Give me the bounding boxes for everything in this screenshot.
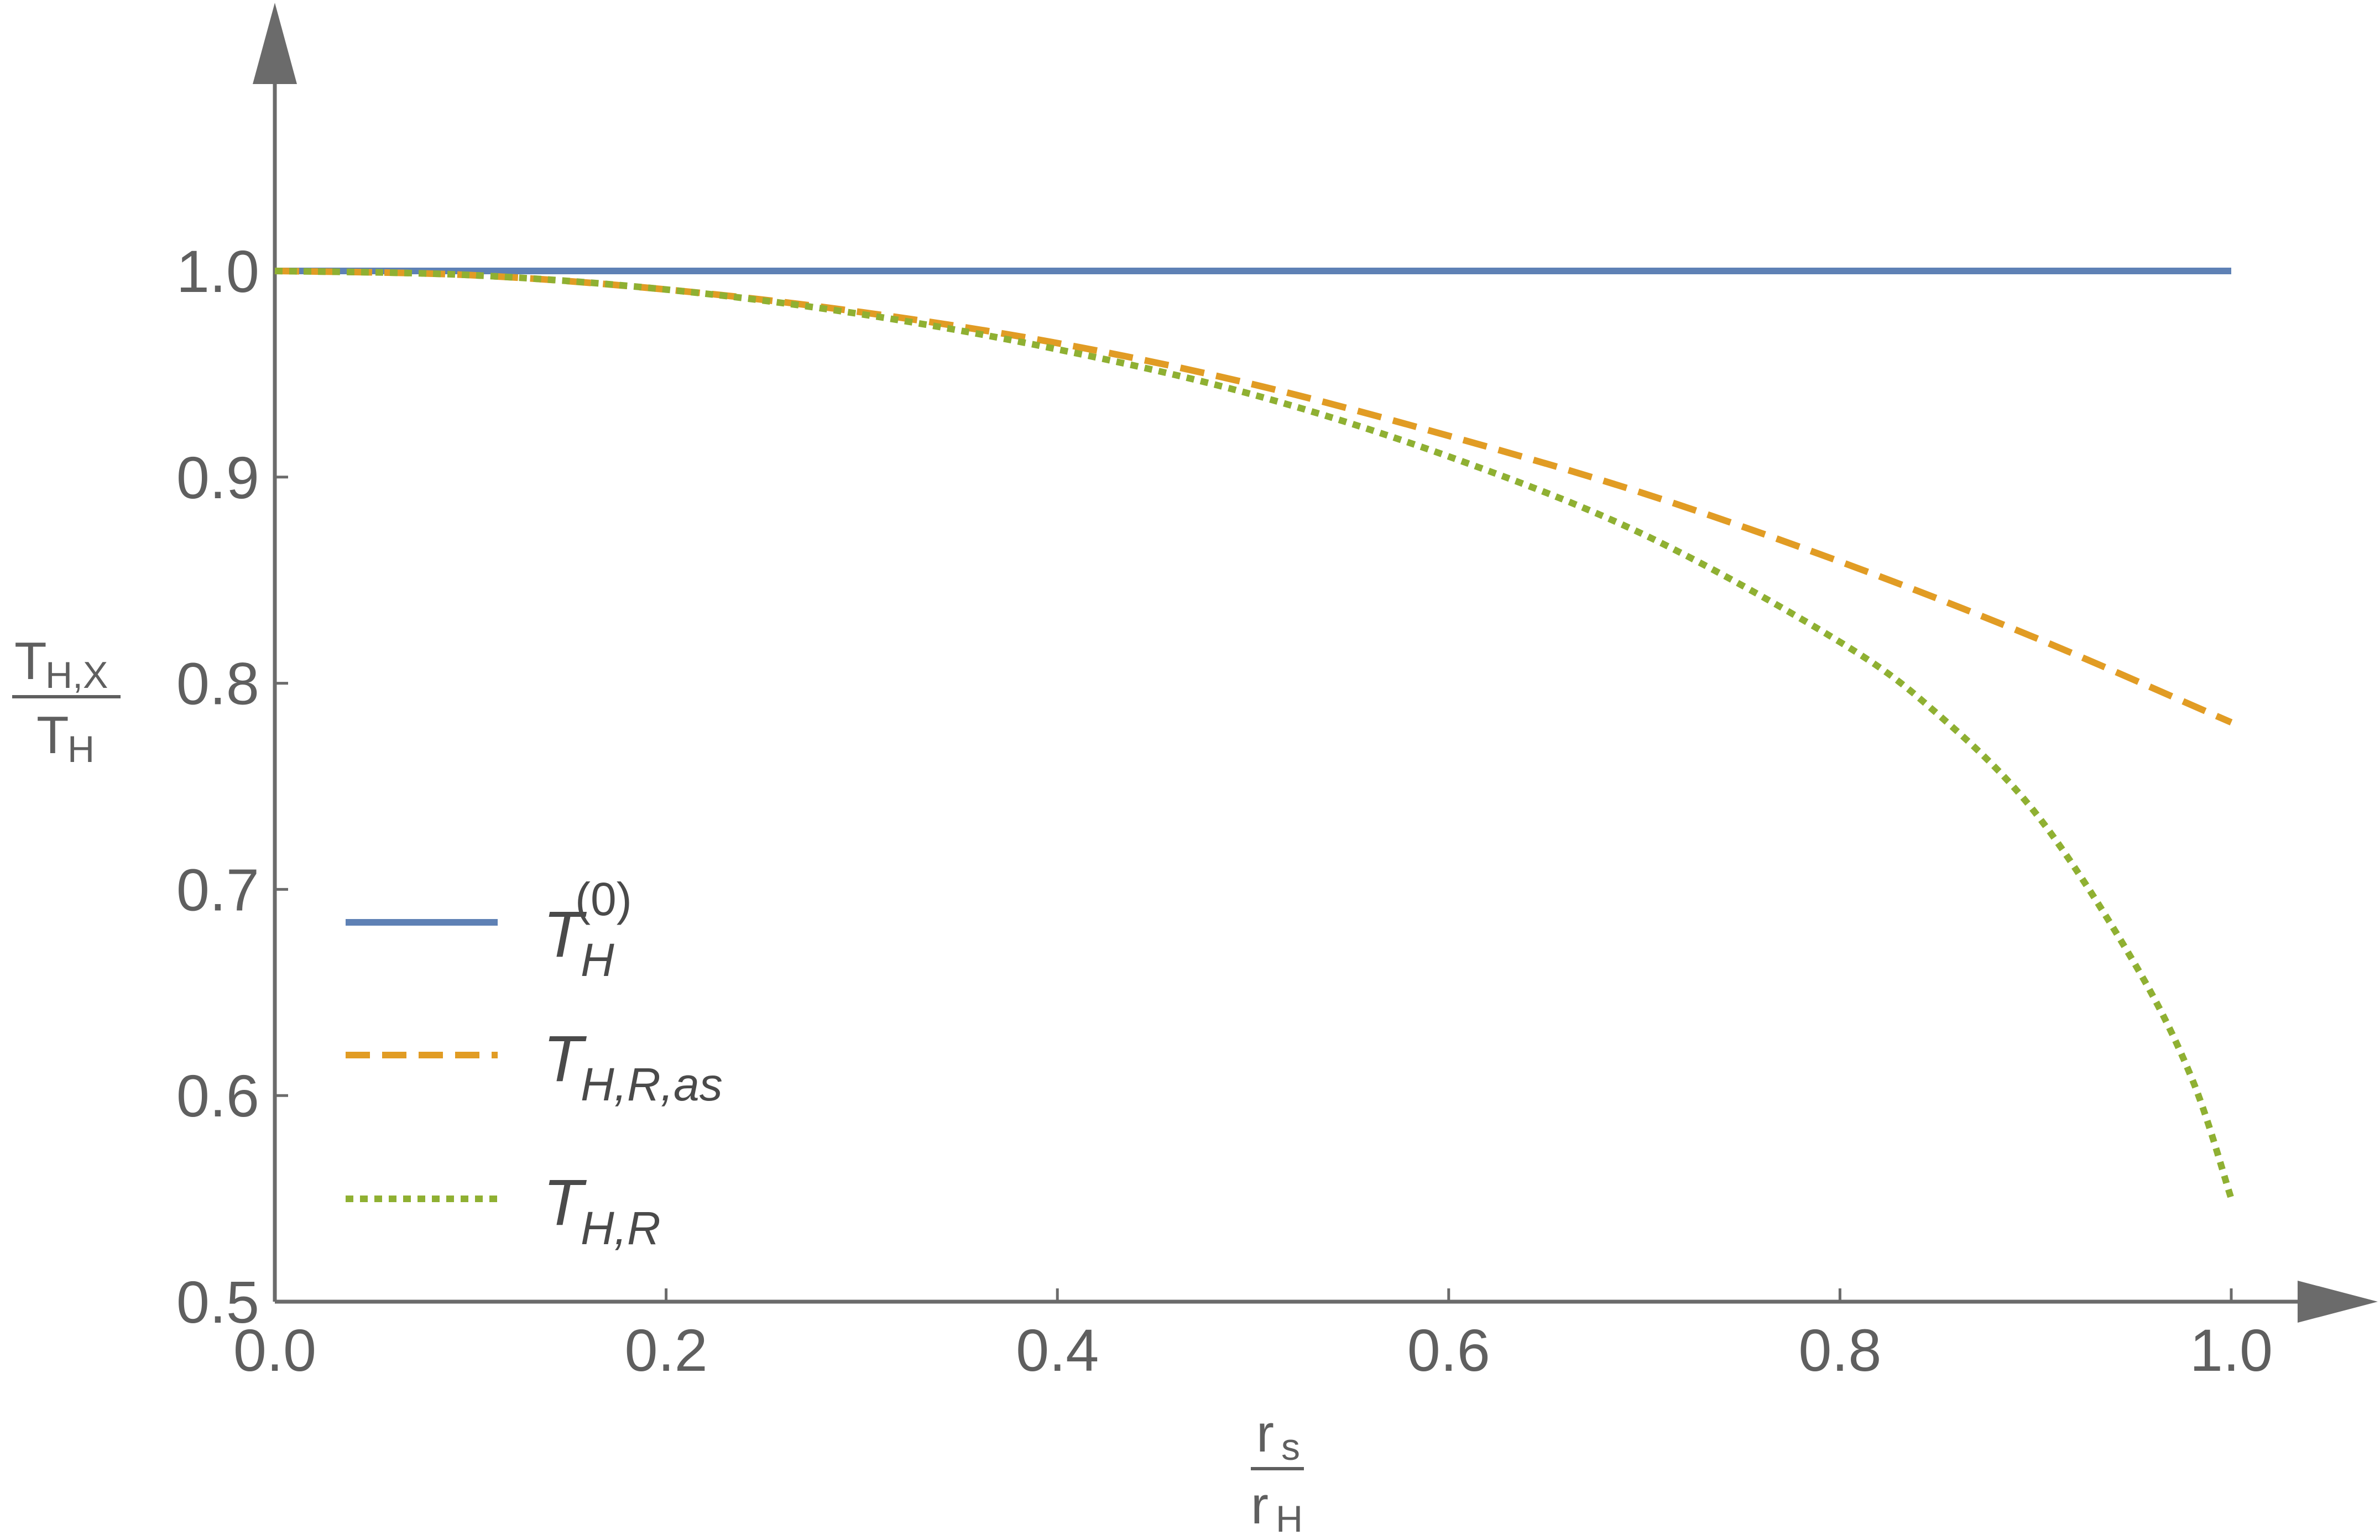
x-tick-label: 0.8 xyxy=(1798,1317,1881,1384)
series-line-tr xyxy=(274,268,2235,1200)
y-label-den-base: T xyxy=(36,706,69,765)
x-label-num-base: r xyxy=(1256,1404,1274,1463)
legend-label-t0-sub: H xyxy=(581,934,614,986)
x-axis-label: r s r H xyxy=(1251,1404,1304,1540)
x-tick-label: 0.6 xyxy=(1407,1317,1490,1384)
x-tick-label: 1.0 xyxy=(2190,1317,2273,1384)
legend-label-t0-base: T xyxy=(543,898,587,971)
y-tick-label: 0.7 xyxy=(176,856,259,923)
y-axis-arrowhead xyxy=(253,3,297,84)
y-axis-label: T H,X T H xyxy=(12,631,121,770)
y-tick-label: 0.6 xyxy=(176,1062,259,1129)
y-label-den-sub: H xyxy=(67,728,95,770)
legend-label-tr-sub: H,R xyxy=(581,1202,661,1254)
legend-label-tras-base: T xyxy=(543,1022,587,1095)
legend-label-tr-base: T xyxy=(543,1166,587,1239)
legend-label-t0-sup: (0) xyxy=(575,873,632,925)
y-tick-label: 0.8 xyxy=(176,650,259,717)
y-tick-label: 0.9 xyxy=(176,444,259,511)
x-tick-label: 0.2 xyxy=(625,1317,708,1384)
y-tick-label: 1.0 xyxy=(176,238,259,305)
y-label-num-base: T xyxy=(14,631,47,691)
x-label-den-sub: H xyxy=(1276,1498,1303,1537)
x-label-num-sub: s xyxy=(1281,1426,1300,1468)
legend-label-tras-sub: H,R,as xyxy=(581,1058,723,1110)
x-tick-label: 0.0 xyxy=(233,1317,316,1384)
legend: T H (0) T H,R,as T H,R xyxy=(346,873,723,1254)
x-tick-label: 0.4 xyxy=(1016,1317,1099,1384)
y-tick-label: 0.5 xyxy=(176,1268,259,1335)
series-line-tras xyxy=(274,268,2233,725)
x-label-den-base: r xyxy=(1251,1476,1269,1535)
x-axis-arrowhead xyxy=(2298,1281,2378,1323)
y-label-num-sub: H,X xyxy=(45,654,108,696)
series-group xyxy=(274,267,2235,1200)
axis-ticks: 0.0 0.2 0.4 0.6 0.8 1.0 0.5 0.6 0.7 0.8 0.9 1.0 xyxy=(176,238,2273,1384)
